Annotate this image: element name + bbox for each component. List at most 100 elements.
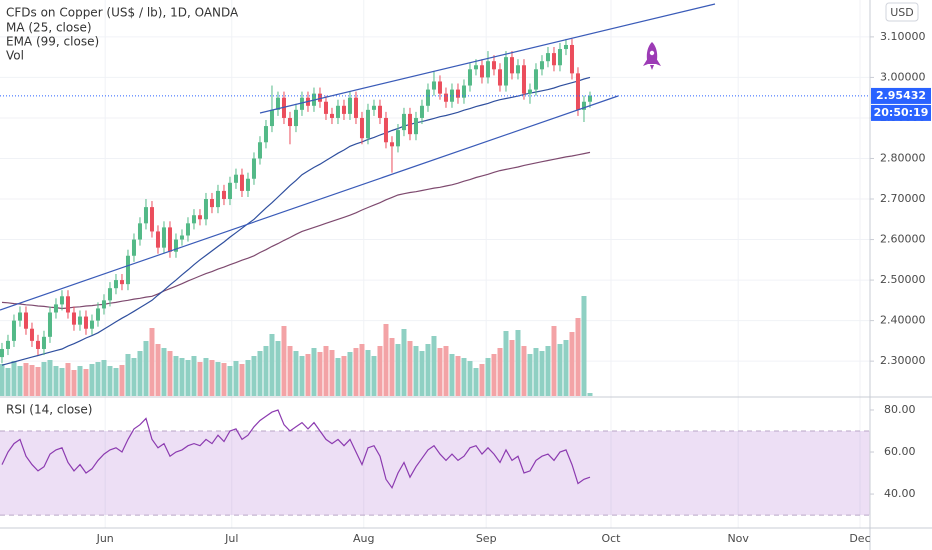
volume-bar [107,366,113,396]
candle-body [581,101,586,110]
candle-body [365,109,370,139]
rsi-y-tick-label: 60.00 [884,445,916,458]
volume-bar [35,367,41,396]
candle-body [119,280,124,285]
volume-bar [251,356,257,396]
indicator-label: Vol [6,49,24,63]
volume-bar [131,358,137,396]
candle-body [503,57,508,86]
ema-line [1,151,591,310]
y-tick-label: 2.30000 [880,354,926,367]
volume-bar [155,344,161,396]
candle-body [443,93,448,102]
candle-body [473,65,478,70]
candle-body [353,97,358,118]
last-price-label: 2.95432 [876,89,926,102]
y-tick-label: 3.00000 [880,70,926,83]
volume-bar [485,358,491,396]
rocket-icon [643,42,661,70]
candle-body [233,174,238,183]
volume-bar [407,341,413,396]
volume-bar [563,340,569,396]
volume-bar [269,334,275,396]
candle-body [47,312,52,337]
volume-bar [149,328,155,396]
countdown-box [871,104,931,121]
candle-body [161,227,166,248]
candle-body [65,296,70,313]
candle-body [185,223,190,236]
volume-bar [203,358,209,396]
volume-bar [401,329,407,396]
volume-bar [29,365,35,396]
candle-body [107,288,112,301]
volume-bar [329,350,335,396]
rsi-y-tick-label: 40.00 [884,487,916,500]
volume-bar [101,360,107,396]
candle-body [53,304,58,313]
volume-bar [89,364,95,396]
y-tick-label: 2.50000 [880,273,926,286]
candle-body [167,227,172,252]
candle-body [197,215,202,220]
volume-bar [533,348,539,396]
candle-body [395,130,400,147]
candle-body [29,328,34,341]
rsi-band [0,431,870,516]
volume-bar [317,352,323,396]
candle-body [479,65,484,78]
x-tick-label: Aug [353,532,374,545]
candle-body [347,97,352,114]
currency-box[interactable] [885,2,919,22]
candle-body [389,142,394,147]
candle-body [95,308,100,321]
marks [0,38,870,490]
countdown-label: 20:50:19 [874,106,929,119]
volume-bar [449,354,455,396]
volume-bar [515,330,521,396]
volume-bar [551,326,557,396]
candle-body [515,65,520,74]
volume-bar [17,366,23,396]
volume-bar [341,356,347,396]
currency[interactable]: USD [890,6,914,19]
chart-title: CFDs on Copper (US$ / lb), 1D, OANDA [6,6,239,20]
volume-bar [245,360,251,396]
indicator-label: EMA (99, close) [6,35,99,49]
candle-body [83,316,88,329]
candle-body [557,49,562,66]
candle-body [359,117,364,139]
volume-bar [581,296,587,396]
candle-body [497,69,502,86]
candle-body [17,312,22,321]
candle-body [407,113,412,135]
volume-bar [437,348,443,396]
candle-body [143,207,148,224]
volume-bar [569,332,575,396]
y-tick-label: 2.60000 [880,233,926,246]
candle-body [335,105,340,118]
candle-body [155,231,160,248]
candle-body [509,57,514,74]
volume-bar [335,358,341,396]
candle-body [251,158,256,179]
volume-bar [359,344,365,396]
candle-body [101,300,106,309]
volume-bar [377,346,383,396]
y-tick-label: 2.40000 [880,314,926,327]
candle-body [521,65,526,94]
volume-bar [257,351,263,396]
volume-bar [173,356,179,396]
volume-bar [365,350,371,396]
candle-body [77,316,82,325]
volume-bar [473,368,479,396]
volume-bar [263,346,269,396]
x-tick-label: Dec [849,532,870,545]
candle-body [71,312,76,325]
candle-body [35,340,40,349]
candle-body [173,239,178,252]
volume-bar [71,370,77,396]
trend-line-lower [0,95,619,311]
candle-body [431,81,436,90]
